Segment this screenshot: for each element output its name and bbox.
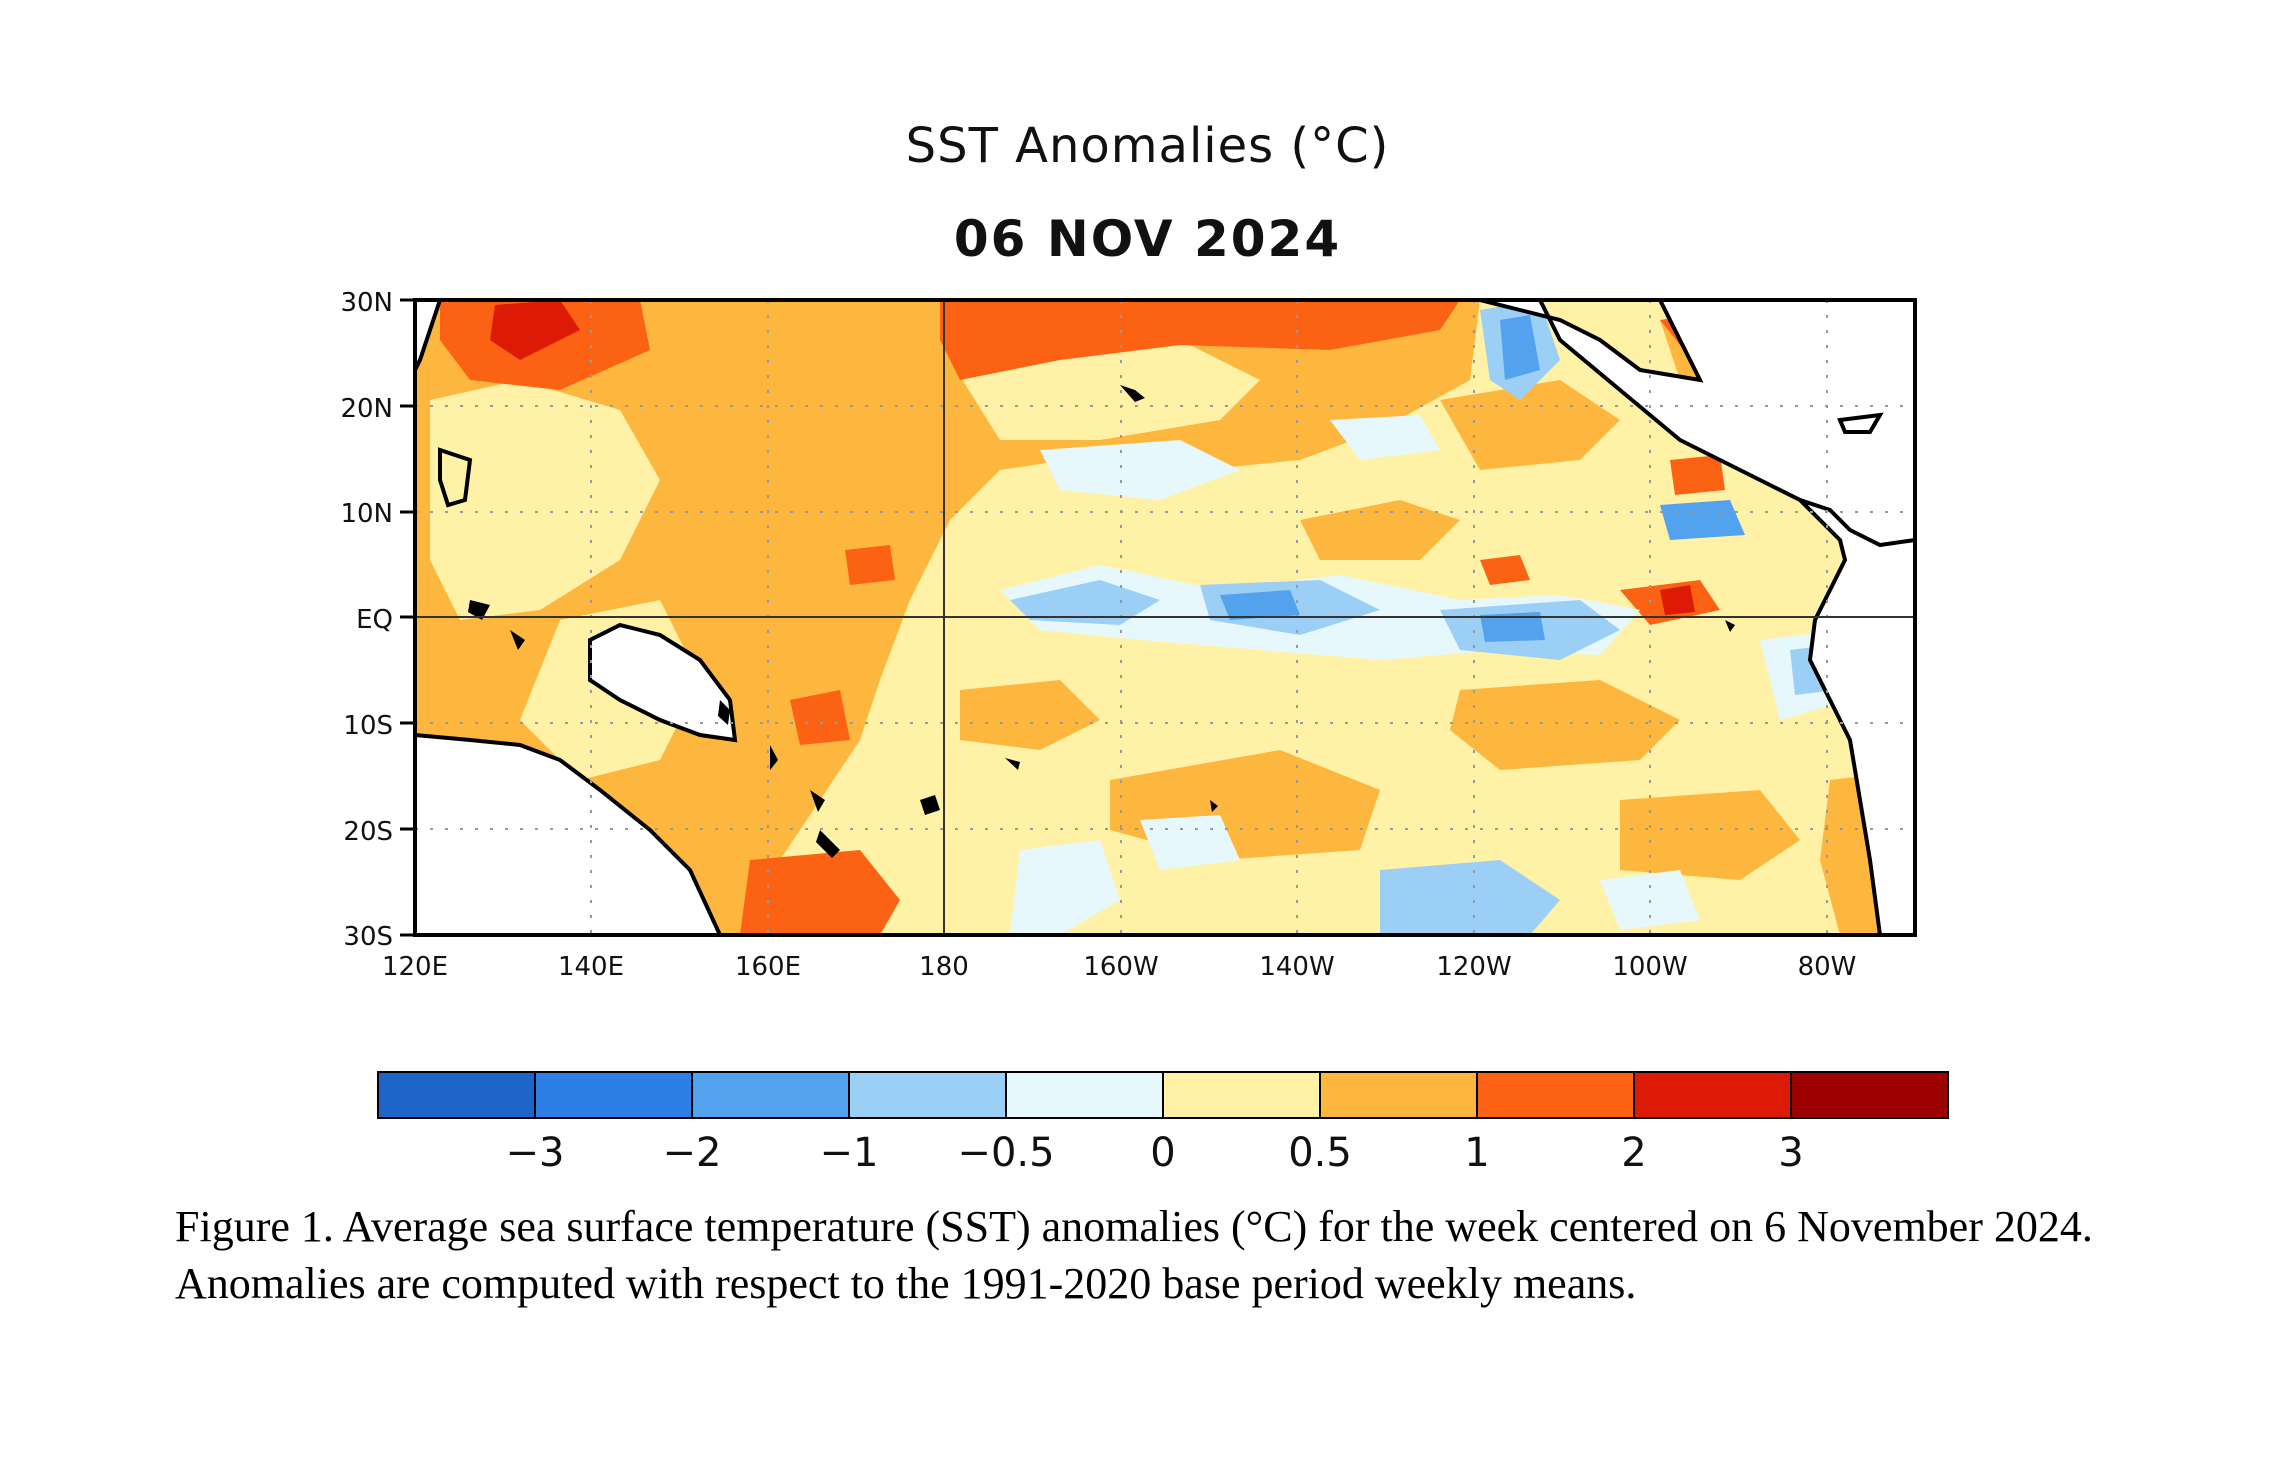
colorbar: −3 −2 −1 −0.5 0 0.5 1 2 3 [377, 1071, 1949, 1176]
colorbar-swatch [534, 1071, 693, 1119]
colorbar-swatch [377, 1071, 536, 1119]
lon-label: 140W [1259, 952, 1334, 982]
colorbar-swatch [1319, 1071, 1478, 1119]
map-date: 06 NOV 2024 [953, 210, 1342, 268]
colorbar-label: −3 [506, 1130, 565, 1176]
figure-caption: Figure 1. Average sea surface temperatur… [175, 1202, 2093, 1308]
colorbar-swatch [1162, 1071, 1321, 1119]
lat-label: EQ [356, 605, 393, 635]
colorbar-swatch [691, 1071, 850, 1119]
lon-label: 140E [558, 952, 624, 982]
lon-label: 180 [919, 952, 969, 982]
lat-label: 30S [343, 922, 393, 952]
colorbar-swatch [1005, 1071, 1164, 1119]
lon-axis: 120E 140E 160E 180 160W 140W 120W 100W 8… [382, 952, 1856, 982]
map-title: SST Anomalies (°C) [905, 118, 1390, 174]
lon-label: 120E [382, 952, 448, 982]
colorbar-label: 3 [1778, 1130, 1803, 1176]
colorbar-label: 0.5 [1288, 1130, 1352, 1176]
lon-label: 80W [1798, 952, 1857, 982]
colorbar-label: 2 [1621, 1130, 1646, 1176]
lat-axis: 30N 20N 10N EQ 10S 20S 30S [340, 288, 415, 952]
lon-label: 120W [1436, 952, 1511, 982]
reference-lines [415, 300, 1915, 935]
lat-label: 20S [343, 817, 393, 847]
lat-label: 10N [340, 499, 393, 529]
lat-label: 10S [343, 711, 393, 741]
lon-label: 100W [1612, 952, 1687, 982]
colorbar-swatch [1633, 1071, 1792, 1119]
colorbar-swatch [848, 1071, 1007, 1119]
colorbar-label: −1 [820, 1130, 879, 1176]
colorbar-swatch [1790, 1071, 1949, 1119]
colorbar-label: −0.5 [957, 1130, 1054, 1176]
colorbar-label: 1 [1464, 1130, 1489, 1176]
lon-label: 160W [1083, 952, 1158, 982]
colorbar-swatch [1476, 1071, 1635, 1119]
lat-label: 30N [340, 288, 393, 318]
lat-label: 20N [340, 394, 393, 424]
colorbar-label: 0 [1150, 1130, 1175, 1176]
colorbar-label: −2 [663, 1130, 722, 1176]
lon-label: 160E [735, 952, 801, 982]
